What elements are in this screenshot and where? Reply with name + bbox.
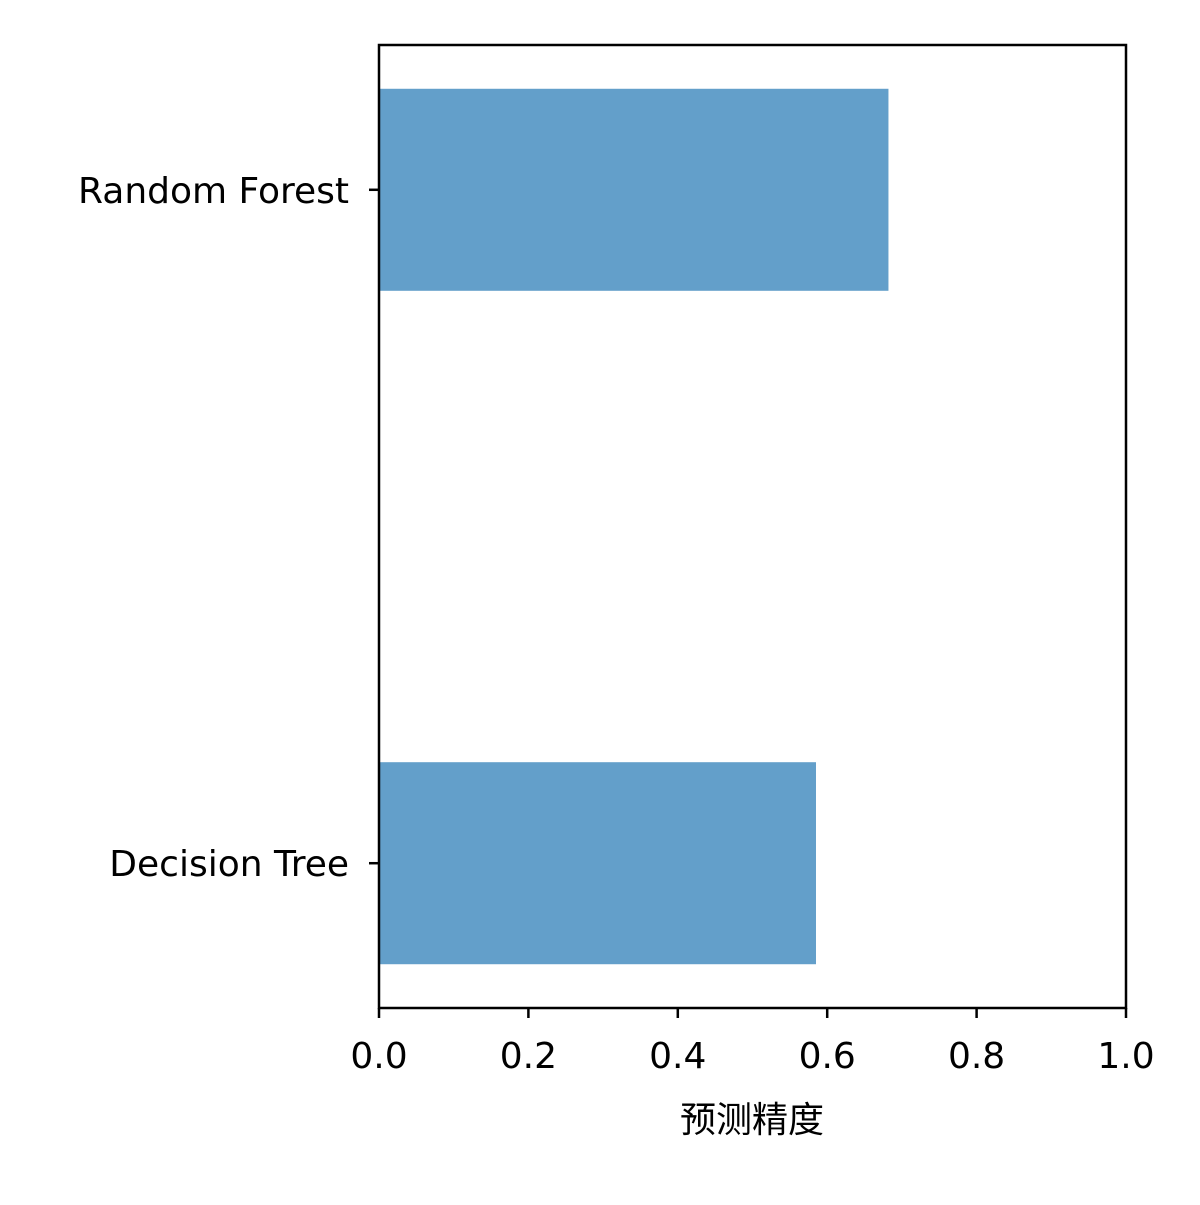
x-tick-label: 0.6 (799, 1036, 856, 1077)
plot-frame (377, 43, 1128, 1010)
bar-decision-tree (379, 762, 816, 965)
x-axis: 0.0 0.2 0.4 0.6 0.8 1.0 (350, 1008, 1155, 1077)
y-tick-label: Decision Tree (109, 844, 349, 885)
bars-layer (379, 88, 889, 965)
x-tick-label: 0.8 (948, 1036, 1005, 1077)
y-tick-label: Random Forest (78, 171, 349, 212)
x-tick-label: 0.4 (649, 1036, 706, 1077)
y-axis: Decision Tree Random Forest (78, 171, 379, 885)
x-tick-label: 0.0 (350, 1036, 407, 1077)
bar-random-forest (379, 88, 889, 291)
x-axis-label: 预测精度 (680, 1100, 824, 1141)
x-tick-label: 1.0 (1097, 1036, 1154, 1077)
x-tick-label: 0.2 (500, 1036, 557, 1077)
